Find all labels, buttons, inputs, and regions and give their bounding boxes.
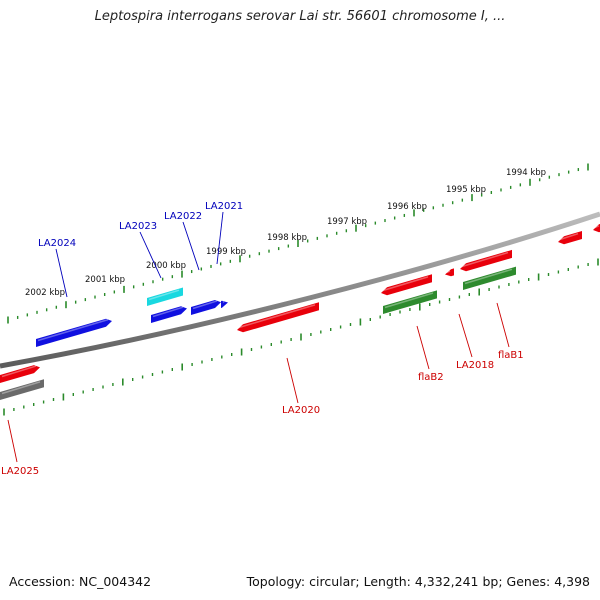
gene-la2025-forward[interactable] (0, 365, 40, 383)
accession-text: Accession: NC_004342 (9, 574, 152, 589)
gene-la2020[interactable] (237, 302, 319, 333)
scale-ticks-lower (3, 258, 599, 416)
kbp-label-1994: 1994 kbp (506, 168, 546, 178)
gene-edge-right-highlight (594, 225, 600, 229)
gene-label-la2024[interactable]: LA2024 (38, 238, 76, 249)
kbp-label-1997: 1997 kbp (327, 217, 367, 227)
gene-la2021[interactable] (191, 300, 221, 315)
gene-flab1-strand-highlight (464, 268, 513, 285)
gene-la2020-highlight (238, 304, 316, 329)
gene-la2024-highlight (37, 318, 109, 342)
kbp-label-1998: 1998 kbp (267, 233, 307, 243)
gene-flab2-highlight (382, 276, 429, 292)
gene-features[interactable] (0, 223, 600, 400)
kbp-label-1999: 1999 kbp (206, 247, 246, 257)
gene-la2023-highlight (148, 289, 180, 301)
kbp-label-1995: 1995 kbp (446, 185, 486, 195)
gene-la2022-highlight (152, 306, 184, 318)
gene-la2021-small[interactable] (221, 300, 228, 308)
kbp-label-2001: 2001 kbp (85, 275, 125, 285)
gene-flab2-strand-highlight (384, 292, 434, 309)
gene-la2018[interactable] (460, 249, 512, 272)
gene-flab1-highlight (559, 232, 579, 241)
gene-la2018-small-highlight (446, 270, 451, 274)
kbp-label-2002: 2002 kbp (25, 288, 65, 298)
kbp-label-1996: 1996 kbp (387, 202, 427, 212)
gene-label-la2022[interactable]: LA2022 (164, 211, 202, 222)
gene-la2018-highlight (461, 251, 509, 268)
gene-label-la2020[interactable]: LA2020 (282, 405, 320, 416)
gene-flab1-strand[interactable] (463, 266, 516, 290)
gene-la2021-small-highlight (222, 301, 225, 304)
gene-label-la2023[interactable]: LA2023 (119, 221, 157, 232)
gene-la2024[interactable] (36, 318, 112, 347)
gene-la2025-grey[interactable] (0, 379, 44, 400)
gene-label-la2025[interactable]: LA2025 (1, 466, 39, 477)
gene-la2021-highlight (192, 300, 218, 310)
gene-la2025-forward-highlight (1, 365, 37, 378)
gene-label-flab1[interactable]: flaB1 (498, 350, 524, 361)
gene-flab2[interactable] (381, 274, 432, 296)
topology-summary: Topology: circular; Length: 4,332,241 bp… (246, 574, 590, 589)
gene-la2025-grey-highlight (1, 381, 41, 395)
gene-label-la2018[interactable]: LA2018 (456, 360, 494, 371)
gene-edge-right[interactable] (593, 223, 600, 233)
label-leader-lines (7, 211, 510, 463)
gene-label-la2021[interactable]: LA2021 (205, 201, 243, 212)
map-title: Leptospira interrogans serovar Lai str. … (94, 9, 506, 24)
gene-la2022[interactable] (151, 306, 187, 323)
gene-flab1[interactable] (558, 231, 582, 245)
chromosome-backbone (0, 211, 600, 369)
gene-flab2-strand[interactable] (383, 290, 437, 314)
gene-label-flab2[interactable]: flaB2 (418, 372, 444, 383)
gene-la2023[interactable] (147, 287, 183, 306)
kbp-label-2000: 2000 kbp (146, 261, 186, 271)
gene-la2018-small[interactable] (445, 268, 454, 277)
scale-ticks-upper (7, 163, 589, 324)
